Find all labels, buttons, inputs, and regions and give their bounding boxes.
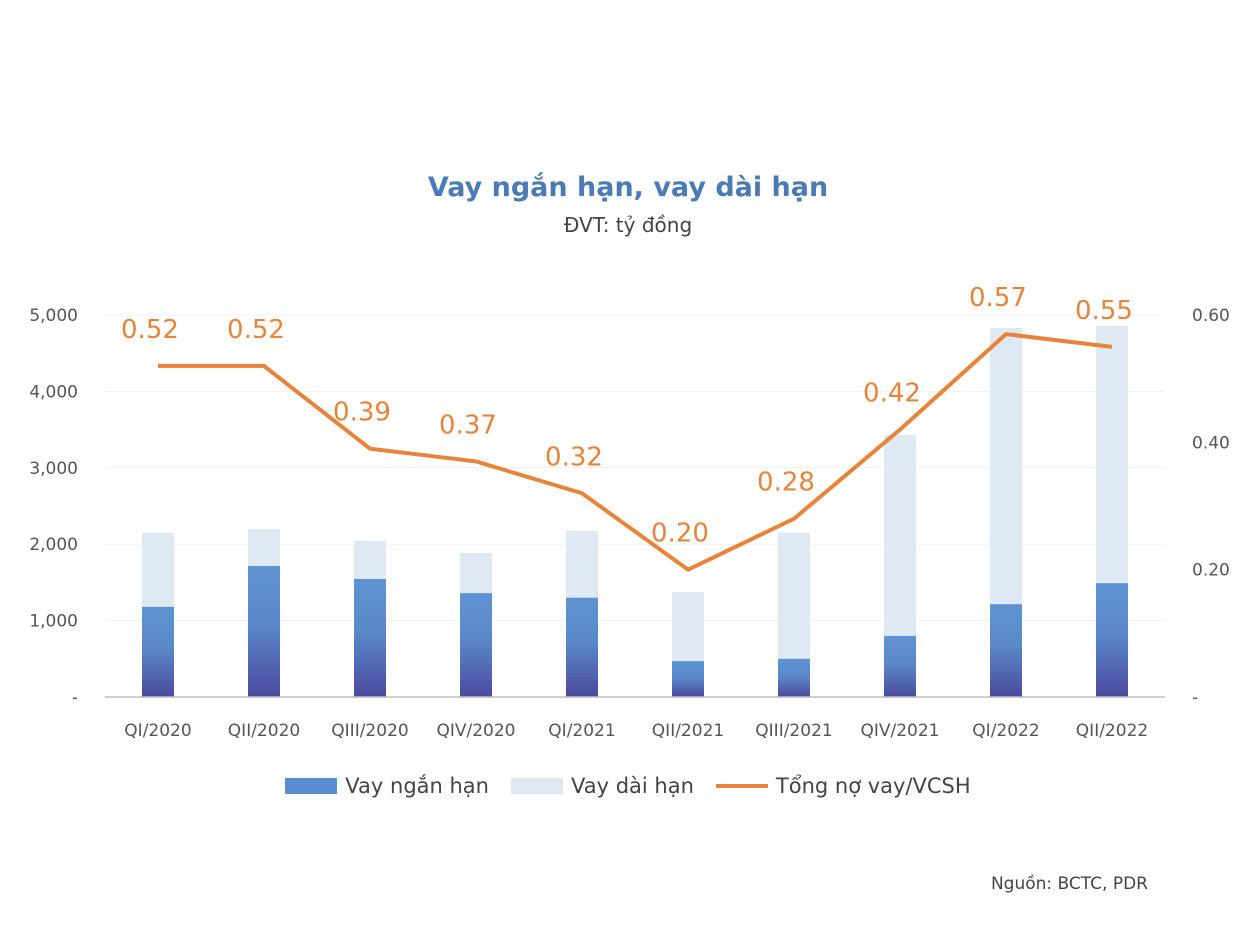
legend-label: Vay dài hạn [571,774,694,798]
bar-long-term [248,528,280,566]
bar-long-term [142,532,174,607]
x-tick-label: QIV/2020 [436,721,515,741]
x-tick-label: QIV/2021 [860,721,939,741]
legend-item-ratio: Tổng nợ vay/VCSH [715,774,971,798]
legend-item-long: Vay dài hạn [511,774,694,798]
y-left-tick-label: 1,000 [29,612,78,632]
bar-short-term [460,593,492,697]
ratio-data-label: 0.52 [121,315,179,345]
x-tick-label: QII/2021 [652,721,724,741]
bar-short-term [354,578,386,697]
ratio-data-label: 0.55 [1075,296,1133,326]
ratio-data-label: 0.32 [545,442,603,472]
x-tick-label: QII/2022 [1076,721,1148,741]
bar-short-term [1096,583,1128,697]
legend-swatch-line [715,784,768,788]
x-tick-label: QI/2021 [548,721,615,741]
y-left-tick-label: 4,000 [29,382,78,402]
bar-long-term [778,532,810,659]
x-tick-label: QI/2020 [124,721,191,741]
bar-long-term [1096,326,1128,584]
bar-short-term [566,597,598,697]
bar-short-term [884,635,916,697]
bar-long-term [566,530,598,598]
y-right-tick-label: - [1192,688,1198,708]
ratio-data-label: 0.39 [333,398,391,428]
bar-short-term [142,606,174,697]
chart-title: Vay ngắn hạn, vay dài hạn [427,172,829,203]
bar-long-term [672,591,704,662]
ratio-data-label: 0.20 [651,519,709,549]
ratio-data-label: 0.28 [757,468,815,498]
y-right-tick-label: 0.40 [1192,433,1230,453]
chart-subtitle: ĐVT: tỷ đồng [563,213,693,237]
x-tick-label: QI/2022 [972,721,1039,741]
y-right-tick-label: 0.20 [1192,561,1230,581]
ratio-data-label: 0.52 [227,315,285,345]
bar-short-term [778,658,810,697]
ratio-data-label: 0.57 [969,283,1027,313]
x-tick-label: QIII/2021 [755,721,832,741]
bar-long-term [460,552,492,594]
bar-long-term [990,327,1022,605]
y-left-tick-label: - [72,688,78,708]
x-tick-label: QII/2020 [228,721,300,741]
legend-swatch-short [285,778,338,794]
source-note: Nguồn: BCTC, PDR [990,874,1148,894]
y-left-tick-label: 2,000 [29,535,78,555]
y-left-tick-label: 3,000 [29,459,78,479]
bar-long-term [354,540,386,579]
legend-label: Vay ngắn hạn [345,774,489,798]
bar-short-term [672,661,704,697]
legend-swatch-long [511,778,563,794]
bar-short-term [990,604,1022,697]
ratio-data-label: 0.37 [439,410,497,440]
bar-short-term [248,565,280,697]
ratio-line [158,332,1113,572]
bar-long-term [884,434,916,636]
y-right-tick-label: 0.60 [1192,306,1230,326]
y-left-tick-label: 5,000 [29,306,78,326]
legend-item-short: Vay ngắn hạn [285,774,489,798]
legend-label: Tổng nợ vay/VCSH [775,774,971,798]
x-tick-label: QIII/2020 [331,721,408,741]
ratio-data-label: 0.42 [863,379,921,409]
legend: Vay ngắn hạn Vay dài hạn Tổng nợ vay/VCS… [0,774,1256,798]
